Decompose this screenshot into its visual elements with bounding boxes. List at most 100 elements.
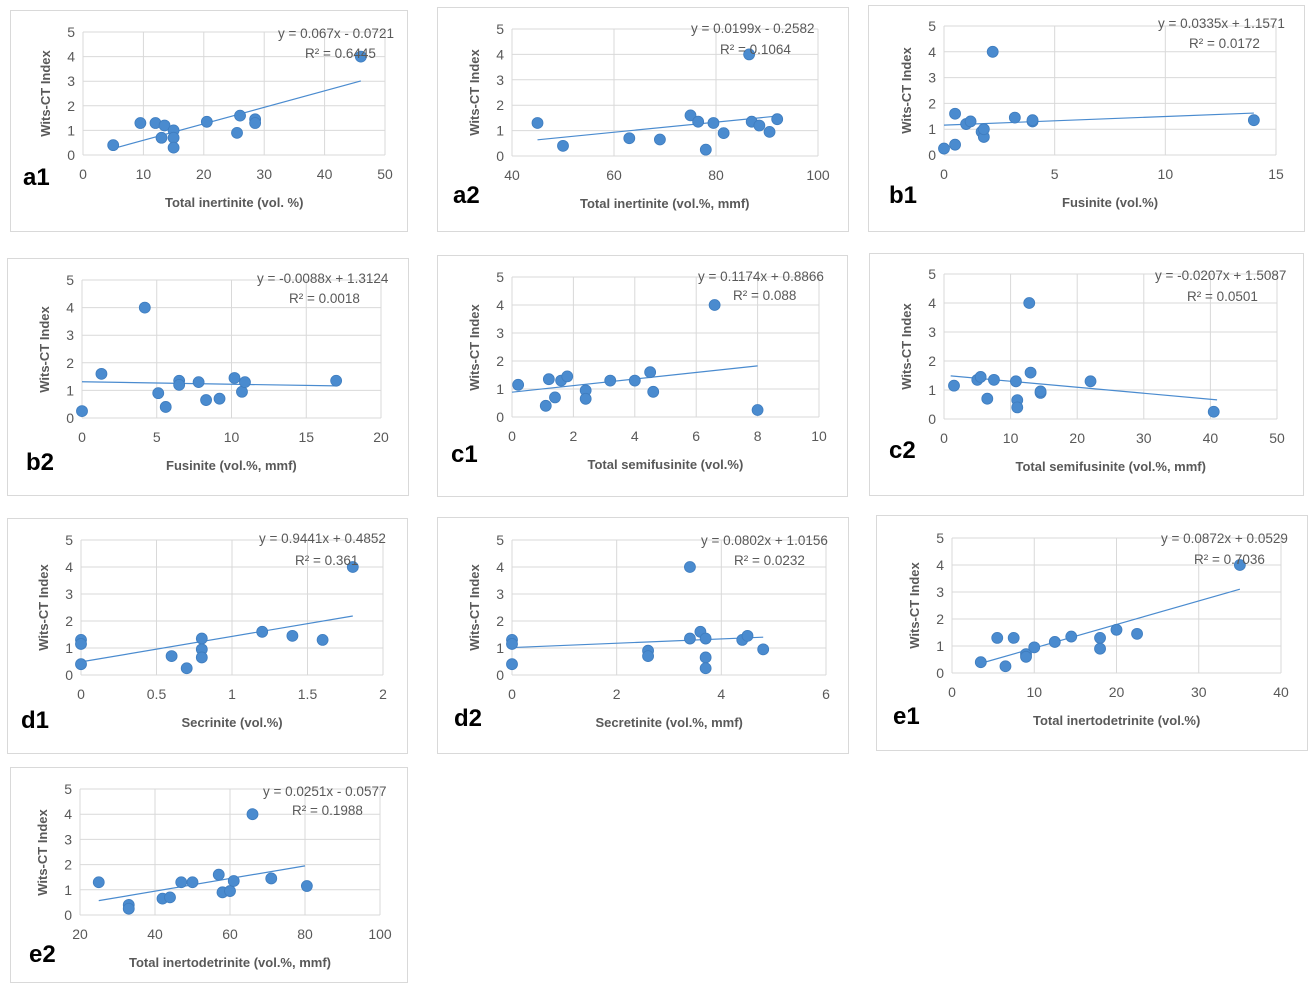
data-point	[256, 625, 269, 638]
data-point	[991, 632, 1004, 644]
x-tick-label: 0	[940, 430, 948, 446]
data-point	[707, 117, 720, 129]
r-squared-label: R² = 0.088	[733, 288, 797, 303]
data-point	[1084, 375, 1097, 388]
data-point	[1094, 642, 1106, 655]
data-point	[200, 394, 212, 406]
data-point	[506, 638, 518, 650]
chart-panel-b2: 0 1 2 3 4 5 0 5 10 15 20 y = -0.0088x + 1.3124 R² = …	[7, 258, 409, 496]
x-tick-label: 10	[811, 428, 827, 444]
y-tick-label: 5	[67, 24, 75, 40]
data-point	[1131, 627, 1143, 640]
data-point	[1008, 111, 1021, 124]
x-tick-label: 30	[1191, 684, 1207, 700]
data-point	[265, 872, 278, 885]
data-point	[122, 902, 135, 915]
chart-svg-b1: 0 1 2 3 4 5 0 5 10 15	[928, 18, 1284, 182]
y-tick-label: 4	[67, 49, 75, 65]
data-point	[1024, 366, 1037, 379]
data-point	[981, 392, 994, 405]
trendline	[976, 588, 1241, 666]
trendline	[943, 112, 1254, 126]
y-tick-label: 0	[64, 907, 72, 923]
y-tick-label: 4	[65, 559, 73, 575]
x-axis-label: Secretinite (vol.%, mmf)	[595, 715, 743, 730]
data-point	[173, 378, 186, 391]
y-tick-label: 4	[64, 806, 72, 822]
x-tick-label: 15	[1268, 166, 1284, 182]
y-tick-label: 5	[65, 532, 73, 548]
trendline-equation: y = 0.0872x + 0.0529	[1161, 531, 1288, 546]
data-point	[134, 117, 147, 129]
y-tick-label: 1	[65, 640, 73, 656]
data-point	[539, 399, 552, 412]
y-tick-label: 0	[67, 147, 75, 163]
r-squared-label: R² = 0.6445	[305, 46, 376, 61]
data-point	[974, 371, 987, 383]
data-point	[717, 127, 730, 140]
x-tick-label: 10	[1158, 166, 1174, 182]
x-tick-label: 6	[692, 428, 700, 444]
data-point	[999, 660, 1012, 673]
x-tick-label: 50	[377, 166, 393, 182]
x-tick-label: 10	[136, 166, 152, 182]
x-tick-label: 40	[147, 926, 163, 942]
data-point	[684, 109, 697, 122]
x-tick-label: 20	[72, 926, 88, 942]
trendline-equation: y = 0.1174x + 0.8866	[698, 269, 824, 284]
panel-label: d2	[454, 705, 483, 732]
y-tick-label: 4	[928, 44, 936, 60]
data-point	[1233, 559, 1246, 571]
x-tick-label: 30	[1136, 430, 1152, 446]
x-tick-label: 40	[1273, 684, 1289, 700]
trendline	[98, 865, 306, 902]
data-point	[167, 131, 180, 144]
y-tick-label: 0	[496, 409, 504, 425]
x-tick-label: 1.5	[298, 686, 318, 702]
data-point	[549, 391, 561, 404]
x-tick-label: 40	[317, 166, 333, 182]
y-tick-label: 2	[496, 353, 504, 369]
data-point	[316, 634, 329, 646]
y-tick-label: 3	[496, 586, 504, 602]
data-point	[164, 891, 176, 904]
data-point	[155, 131, 168, 144]
y-axis-label: Wits-CT Index	[898, 303, 914, 390]
y-axis-label: Wits-CT Index	[37, 50, 53, 137]
trendline-equation: y = 0.0335x + 1.1571	[1158, 16, 1285, 31]
data-point	[167, 141, 180, 154]
y-tick-label: 4	[928, 295, 936, 311]
x-axis-label: Total semifusinite (vol.%, mmf)	[1015, 459, 1206, 474]
r-squared-label: R² = 0.1988	[292, 803, 363, 818]
data-point	[1028, 641, 1041, 654]
y-tick-label: 4	[936, 557, 944, 573]
y-tick-label: 2	[928, 353, 936, 369]
y-tick-label: 4	[496, 297, 504, 313]
data-point	[642, 650, 654, 663]
trendline	[537, 115, 778, 141]
data-point	[949, 138, 961, 151]
data-point	[653, 133, 666, 146]
data-point	[165, 650, 178, 663]
data-point	[346, 561, 359, 573]
data-point	[1065, 630, 1078, 643]
y-tick-label: 2	[64, 857, 72, 873]
data-point	[1007, 632, 1020, 644]
x-axis-label: Total inertodetrinite (vol.%)	[1033, 713, 1201, 728]
chart-panel-a1: 0 1 2 3 4 5 0 10 20 30 40 50 y = 0.067x - 0.0721 R² =…	[10, 10, 408, 232]
data-point	[964, 115, 977, 128]
data-point	[152, 387, 165, 400]
r-squared-label: R² = 0.0501	[1187, 289, 1258, 304]
x-tick-label: 5	[153, 429, 161, 445]
data-point	[246, 808, 259, 821]
chart-svg-d2: 0 1 2 3 4 5 0 2 4 6	[496, 532, 830, 702]
y-tick-label: 0	[65, 667, 73, 683]
data-point	[92, 876, 105, 889]
y-tick-label: 2	[496, 97, 504, 113]
data-point	[684, 561, 696, 573]
data-point	[249, 117, 262, 129]
data-point	[300, 880, 313, 892]
y-axis-label: Wits-CT Index	[34, 808, 50, 896]
data-point	[95, 367, 108, 380]
data-point	[138, 301, 151, 314]
